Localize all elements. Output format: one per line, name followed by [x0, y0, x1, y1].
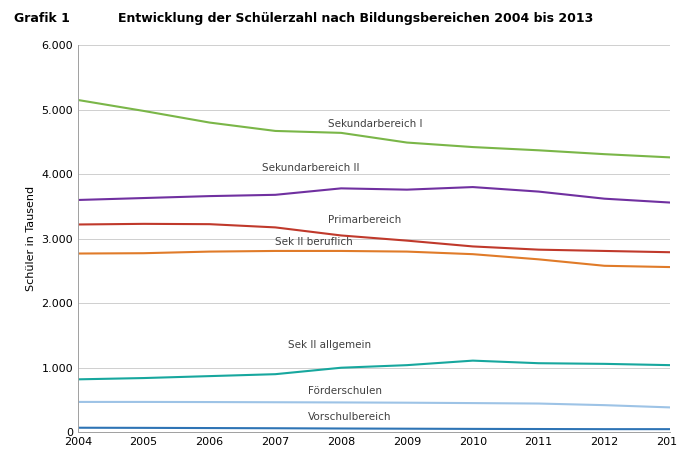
Text: Sekundarbereich I: Sekundarbereich I: [328, 119, 422, 129]
Text: Sekundarbereich II: Sekundarbereich II: [262, 163, 359, 173]
Text: Sek II allgemein: Sek II allgemein: [288, 340, 372, 350]
Text: Vorschulbereich: Vorschulbereich: [308, 412, 392, 422]
Y-axis label: Schüler in Tausend: Schüler in Tausend: [26, 186, 36, 291]
Text: Grafik 1: Grafik 1: [14, 12, 70, 25]
Text: Förderschulen: Förderschulen: [308, 386, 383, 396]
Text: Sek II beruflich: Sek II beruflich: [276, 237, 353, 247]
Text: Entwicklung der Schülerzahl nach Bildungsbereichen 2004 bis 2013: Entwicklung der Schülerzahl nach Bildung…: [118, 12, 594, 25]
Text: Primarbereich: Primarbereich: [328, 215, 401, 225]
